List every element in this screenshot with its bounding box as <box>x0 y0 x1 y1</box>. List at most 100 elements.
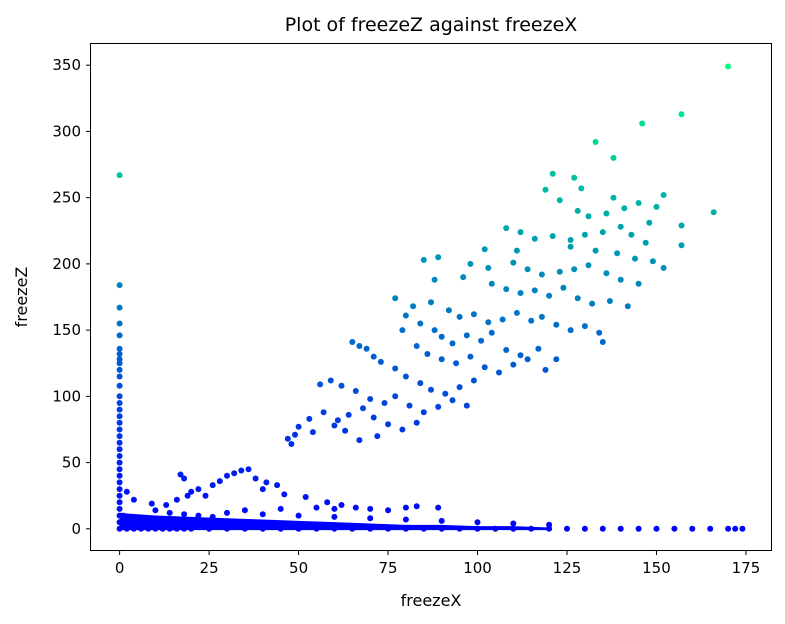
y-tick-label: 300 <box>52 122 81 140</box>
data-point <box>470 377 477 384</box>
data-point <box>116 382 123 389</box>
data-point <box>478 337 485 344</box>
data-point <box>510 520 517 527</box>
data-point <box>503 225 510 232</box>
data-point <box>621 205 628 212</box>
data-point <box>281 491 288 498</box>
data-point <box>503 347 510 353</box>
data-point <box>567 243 574 250</box>
data-point <box>678 242 685 249</box>
data-point <box>241 525 248 532</box>
data-point <box>438 356 445 363</box>
data-point <box>277 505 284 512</box>
data-point <box>116 351 123 357</box>
data-point <box>224 472 230 479</box>
data-point <box>116 486 123 493</box>
data-point <box>642 239 649 246</box>
x-tick-label: 150 <box>642 559 671 577</box>
data-point <box>456 313 463 320</box>
data-point <box>431 276 438 283</box>
data-point <box>528 317 535 324</box>
data-point <box>116 472 123 479</box>
x-tick-label: 75 <box>379 559 398 577</box>
data-point <box>567 327 574 334</box>
data-point <box>528 525 535 532</box>
data-point <box>474 519 481 526</box>
data-point <box>148 520 155 527</box>
x-tick-label: 50 <box>289 559 308 577</box>
data-point <box>710 209 717 216</box>
data-point <box>360 405 366 412</box>
data-point <box>116 433 123 440</box>
data-point <box>470 311 477 318</box>
data-point <box>639 120 646 127</box>
data-point <box>245 466 252 473</box>
data-point <box>402 516 409 523</box>
data-point <box>553 321 560 328</box>
data-point <box>116 519 123 526</box>
data-points <box>116 63 746 532</box>
data-point <box>374 433 381 440</box>
data-point <box>259 486 266 493</box>
data-point <box>202 492 209 499</box>
data-point <box>481 246 488 253</box>
data-point <box>116 400 123 406</box>
data-point <box>116 439 123 446</box>
data-point <box>564 525 570 532</box>
data-point <box>581 525 588 532</box>
data-point <box>510 525 517 532</box>
data-point <box>513 309 520 316</box>
data-point <box>152 507 159 514</box>
data-point <box>628 231 635 238</box>
data-point <box>560 284 567 291</box>
data-point <box>678 222 685 229</box>
x-axis: 0 25 50 75 100 125 150 175 <box>115 550 760 577</box>
data-point <box>438 517 445 524</box>
plot-frame <box>90 43 772 551</box>
data-point <box>195 512 202 519</box>
data-point <box>367 515 374 522</box>
data-point <box>195 486 202 493</box>
data-point <box>653 525 660 532</box>
data-point <box>116 366 123 373</box>
data-point <box>116 453 123 459</box>
data-point <box>538 271 545 278</box>
x-tick-label: 175 <box>732 559 761 577</box>
data-point <box>617 223 624 230</box>
data-point <box>485 264 492 271</box>
data-point <box>524 266 531 273</box>
data-point <box>399 426 406 433</box>
data-point <box>428 299 434 306</box>
data-point <box>224 525 230 532</box>
data-point <box>116 466 123 473</box>
data-point <box>292 431 298 438</box>
data-point <box>324 499 331 506</box>
data-point <box>148 500 155 507</box>
data-point <box>417 320 424 327</box>
data-point <box>327 377 334 384</box>
data-point <box>445 307 452 314</box>
data-point <box>116 393 123 400</box>
data-point <box>420 256 427 263</box>
data-point <box>392 295 399 302</box>
data-point <box>610 154 617 161</box>
data-point <box>152 525 159 532</box>
data-point <box>585 213 592 220</box>
data-point <box>116 360 123 367</box>
data-point <box>599 525 606 532</box>
data-point <box>606 298 613 304</box>
data-point <box>309 429 316 436</box>
data-point <box>385 525 392 532</box>
data-point <box>259 511 266 518</box>
data-point <box>184 492 191 499</box>
data-point <box>331 422 338 429</box>
data-point <box>524 356 531 363</box>
data-point <box>420 525 427 532</box>
data-point <box>438 333 445 340</box>
data-point <box>224 509 230 516</box>
data-point <box>402 504 409 511</box>
y-axis: 0 50 100 150 200 250 300 350 <box>52 56 91 538</box>
data-point <box>592 247 599 254</box>
data-point <box>116 512 123 519</box>
data-point <box>173 525 180 532</box>
